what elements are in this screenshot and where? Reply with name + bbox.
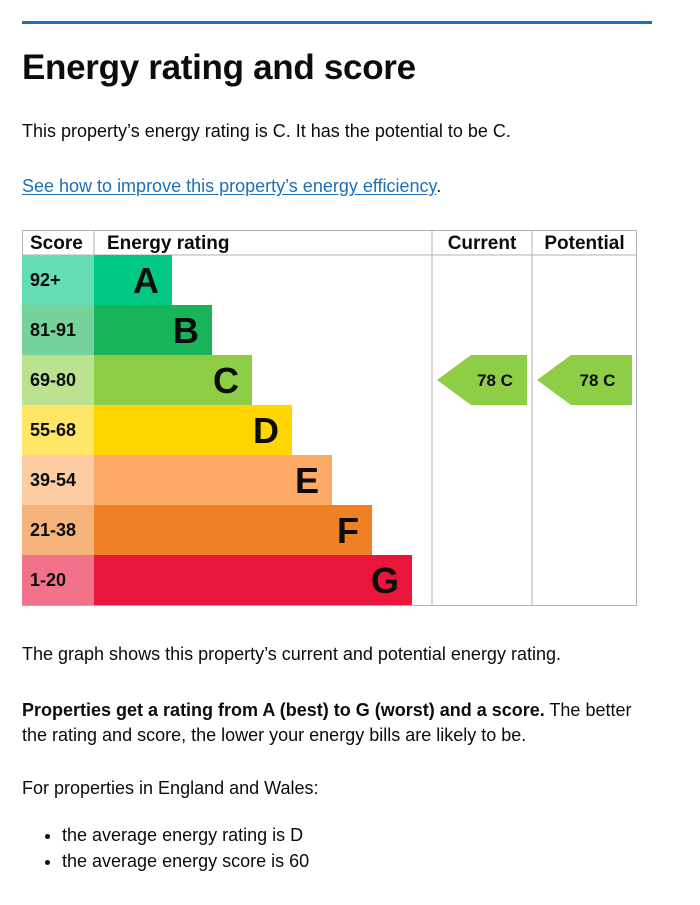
improve-paragraph: See how to improve this property’s energ… [22,176,441,197]
band-bar-d [94,405,292,455]
score-cell-a [22,255,94,305]
region-intro: For properties in England and Wales: [22,778,319,798]
score-cell-d [22,405,94,455]
score-label-c: 69-80 [30,370,76,390]
score-label-f: 21-38 [30,520,76,540]
band-bar-e [94,455,332,505]
current-rating-arrow-label: 78 C [477,371,513,390]
band-letter-f: F [337,510,359,551]
score-cell-b [22,305,94,355]
list-item: the average energy score is 60 [62,848,309,874]
header-energy-rating: Energy rating [107,233,229,254]
averages-list: the average energy rating is D the avera… [22,822,309,874]
score-label-a: 92+ [30,270,61,290]
header-potential: Potential [544,233,624,254]
band-letter-e: E [295,460,319,501]
current-rating-arrow [437,355,527,405]
band-letter-c: C [213,360,239,401]
band-letter-b: B [173,310,199,351]
band-letter-a: A [133,260,159,301]
band-bar-a [94,255,172,305]
band-bar-f [94,505,372,555]
potential-rating-arrow-label: 78 C [580,371,616,390]
band-letter-g: G [371,560,399,601]
header-score: Score [30,233,83,254]
header-current: Current [448,233,517,254]
improve-suffix: . [436,176,442,196]
ratings-paragraph: Properties get a rating from A (best) to… [22,698,642,748]
score-cell-g [22,555,94,605]
score-cell-c [22,355,94,405]
top-rule [22,21,652,24]
ratings-rest-text: The better the rating and score, the low… [22,700,632,745]
band-bar-g [94,555,412,605]
energy-rating-chart: Score Energy rating Current Potential 92+ A 81… [22,230,637,606]
band-letter-d: D [253,410,279,451]
score-cell-f [22,505,94,555]
list-item: the average energy rating is D [62,822,309,848]
score-label-e: 39-54 [30,470,76,490]
score-label-d: 55-68 [30,420,76,440]
score-cell-e [22,455,94,505]
rating-summary: This property’s energy rating is C. It h… [22,121,511,141]
graph-explanation: The graph shows this property’s current … [22,644,561,664]
band-bar-b [94,305,212,355]
improve-efficiency-link[interactable]: See how to improve this property’s energ… [22,176,437,196]
energy-rating-graph: Score Energy rating Current Potential 92+ A 81… [22,230,637,606]
ratings-bold-text: Properties get a rating from A (best) to… [22,700,545,720]
band-bar-c [94,355,252,405]
score-label-g: 1-20 [30,570,66,590]
score-label-b: 81-91 [30,320,76,340]
potential-rating-arrow [537,355,632,405]
page-title: Energy rating and score [22,48,416,87]
